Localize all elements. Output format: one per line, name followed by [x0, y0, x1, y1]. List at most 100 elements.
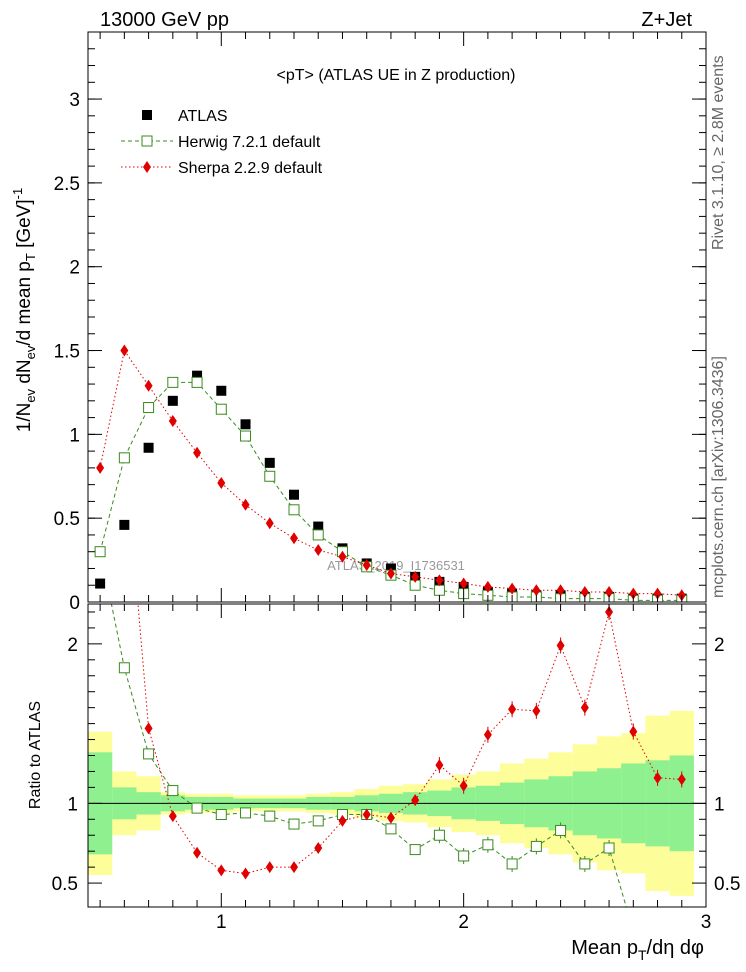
main-y-axis: 0 0.5 1 1.5 2 2.5 3 — [54, 48, 706, 614]
ratio-y-axis: 0.5 0.5 1 1 2 2 — [52, 611, 740, 895]
sherpa-point — [386, 567, 395, 580]
legend-label-sherpa: Sherpa 2.2.9 default — [178, 160, 323, 177]
sherpa-ratio-point — [435, 759, 444, 772]
sherpa-ratio-point — [314, 841, 323, 854]
sherpa-ratio-point — [386, 811, 395, 824]
herwig-point — [118, 452, 130, 464]
y-tick-label: 0 — [69, 593, 80, 614]
sherpa-ratio-point — [508, 703, 517, 716]
ratio-data-layer — [110, 604, 686, 907]
ratio-panel: 0.5 0.5 1 1 2 2 1 2 3 Ratio to ATLAS — [27, 32, 740, 933]
sherpa-ratio-point — [483, 728, 492, 741]
sherpa-point — [556, 584, 565, 597]
herwig-ratio-point — [385, 823, 397, 835]
sherpa-point — [435, 574, 444, 587]
herwig-point — [143, 402, 155, 414]
x-tick-label: 1 — [216, 912, 227, 933]
mcplots-label: mcplots.cern.ch [arXiv:1306.3436] — [710, 356, 727, 598]
legend-marker-sherpa — [143, 161, 151, 173]
ratio-y-tick-label-right: 1 — [714, 794, 725, 815]
sherpa-ratio-point — [411, 794, 420, 807]
legend-marker-herwig — [141, 135, 153, 147]
sherpa-ratio-point — [532, 704, 541, 717]
atlas-point — [95, 578, 106, 589]
y-tick-label: 0.5 — [54, 509, 80, 530]
y-tick-label: 1.5 — [54, 342, 80, 363]
herwig-ratio-point — [167, 785, 179, 797]
y-tick-label: 1 — [69, 425, 80, 446]
sherpa-point — [483, 580, 492, 593]
main-plot-area — [88, 32, 706, 602]
herwig-point — [167, 376, 179, 388]
sherpa-ratio-point — [338, 814, 347, 827]
sherpa-ratio-point — [241, 867, 250, 880]
herwig-ratio-point — [143, 748, 155, 760]
main-y-axis-label: 1/Nev dNev/d mean pT [GeV]-1 — [10, 188, 38, 433]
sherpa-ratio-point — [362, 808, 371, 821]
ratio-y-tick-label: 0.5 — [52, 874, 78, 895]
main-panel: ATLAS_2019_I1736531 <pT> (ATLAS UE in Z … — [10, 31, 707, 614]
x-axis-label: Mean pT/dη dφ — [571, 937, 704, 963]
y-tick-label: 2.5 — [54, 174, 80, 195]
sherpa-point — [653, 587, 662, 600]
ratio-y-tick-label-right: 0.5 — [714, 874, 740, 895]
herwig-ratio-point — [482, 839, 494, 851]
sherpa-ratio-point — [629, 725, 638, 738]
sherpa-point — [217, 476, 226, 489]
herwig-ratio-point — [530, 840, 542, 852]
sherpa-point — [241, 498, 250, 511]
sherpa-point — [338, 550, 347, 563]
atlas-point — [289, 489, 299, 500]
sherpa-ratio-point — [677, 773, 686, 786]
ratio-y-tick-label: 2 — [67, 635, 78, 656]
herwig-point — [288, 504, 300, 516]
herwig-ratio-point — [288, 818, 300, 830]
atlas-point — [167, 395, 178, 406]
atlas-point — [143, 442, 154, 453]
herwig-ratio-point — [506, 858, 518, 870]
herwig-point — [433, 584, 445, 596]
sherpa-point — [96, 461, 105, 474]
herwig-point — [94, 546, 106, 558]
herwig-ratio-point — [555, 824, 567, 836]
sherpa-point — [168, 414, 177, 427]
energy-label: 13000 GeV pp — [100, 9, 229, 31]
sherpa-ratio-point — [459, 779, 468, 792]
atlas-point — [240, 419, 251, 430]
y-tick-label: 2 — [69, 258, 80, 279]
herwig-ratio-point — [191, 802, 203, 814]
sherpa-point — [459, 577, 468, 590]
y-tick-label: 3 — [69, 90, 80, 111]
sherpa-point — [532, 584, 541, 597]
sherpa-ratio-point — [556, 639, 565, 652]
rivet-label: Rivet 3.1.10, ≥ 2.8M events — [710, 55, 727, 250]
sherpa-point — [580, 585, 589, 598]
sherpa-ratio-point — [144, 722, 153, 735]
sherpa-point — [411, 570, 420, 583]
ratio-y-tick-label: 1 — [67, 794, 78, 815]
sherpa-point — [362, 559, 371, 572]
herwig-point — [264, 470, 276, 482]
atlas-point — [264, 457, 275, 468]
legend: ATLAS Herwig 7.2.1 default Sherpa 2.2.9 de… — [121, 108, 323, 177]
herwig-point — [191, 376, 203, 388]
herwig-ratio-point — [240, 807, 252, 819]
sherpa-point — [144, 379, 153, 392]
sherpa-ratio-point — [605, 605, 614, 618]
x-tick-label: 3 — [701, 912, 712, 933]
sherpa-ratio-point — [290, 861, 298, 874]
herwig-point — [240, 430, 252, 442]
process-label: Z+Jet — [641, 9, 692, 31]
sherpa-ratio-point — [193, 846, 202, 859]
ratio-frame — [87, 603, 707, 908]
x-tick-label: 2 — [458, 912, 469, 933]
herwig-ratio-point — [579, 858, 591, 870]
herwig-ratio-point — [312, 815, 324, 827]
ratio-y-tick-label-right: 2 — [714, 635, 725, 656]
legend-marker-atlas — [142, 110, 152, 120]
sherpa-ratio-point — [168, 810, 177, 823]
atlas-point — [119, 519, 130, 530]
sherpa-point — [290, 532, 298, 545]
sherpa-point — [508, 582, 517, 595]
